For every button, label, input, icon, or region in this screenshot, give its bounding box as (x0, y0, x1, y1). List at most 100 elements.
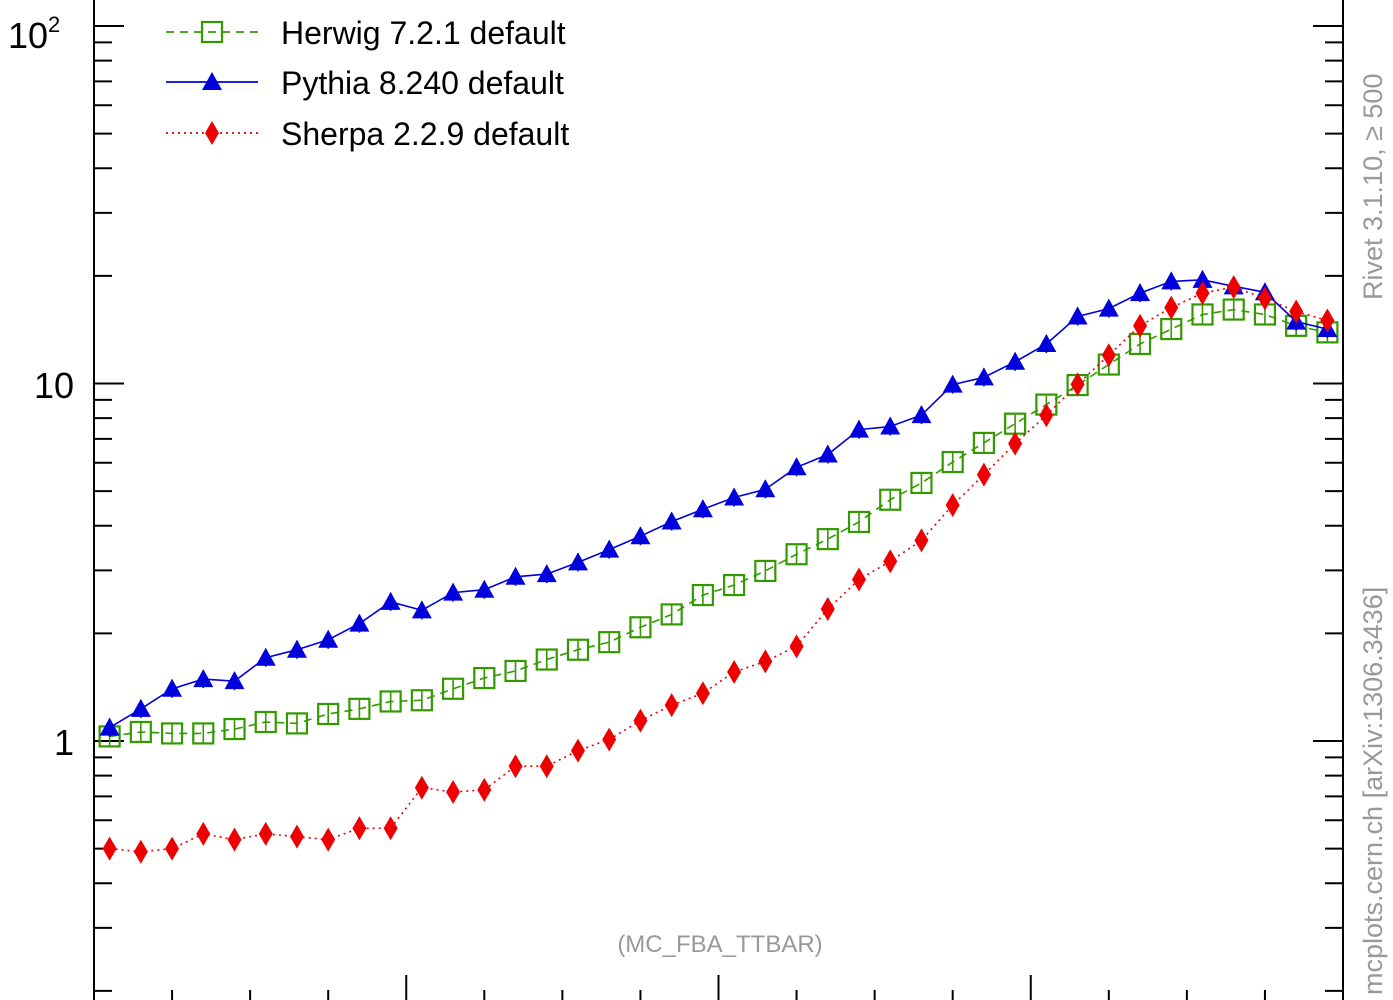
mcplots-source-label: mcplots.cern.ch [arXiv:1306.3436] (1358, 587, 1388, 995)
data-point (754, 559, 777, 583)
series-open-square (98, 298, 1339, 748)
data-point (849, 419, 870, 438)
data-point (286, 639, 307, 658)
data-point (1161, 271, 1182, 290)
data-point (254, 710, 277, 734)
data-point (1067, 306, 1088, 325)
data-point (539, 754, 554, 779)
data-point (318, 629, 339, 648)
legend-marker-2 (202, 72, 222, 90)
data-point (630, 526, 651, 545)
data-point (1192, 269, 1213, 288)
data-point (383, 816, 398, 841)
data-point (165, 836, 180, 861)
data-point (258, 821, 273, 846)
data-point (911, 405, 932, 424)
data-point (129, 720, 152, 744)
data-point (566, 638, 590, 661)
data-point (972, 431, 996, 455)
data-point (1101, 343, 1116, 368)
data-point (160, 722, 184, 745)
data-point (727, 659, 742, 684)
data-point (816, 528, 839, 551)
data-point (473, 666, 496, 690)
data-point (411, 600, 432, 619)
data-point (847, 510, 871, 534)
data-point (227, 827, 242, 852)
legend-label-3: Sherpa 2.2.9 default (281, 116, 569, 152)
data-point (193, 669, 214, 688)
data-point (477, 777, 492, 802)
data-point (380, 591, 401, 610)
data-point (162, 678, 183, 697)
data-point (755, 479, 776, 498)
data-point (691, 583, 714, 607)
series-filled-triangle (99, 269, 1338, 737)
data-point (567, 552, 588, 571)
data-point (724, 487, 745, 506)
data-point (102, 836, 117, 861)
data-point (879, 488, 902, 511)
y-axis-ticks (94, 25, 1343, 992)
series-line (109, 278, 1328, 729)
data-point (505, 566, 526, 585)
data-point (723, 573, 746, 597)
data-point (602, 727, 617, 752)
data-point (446, 780, 461, 805)
data-point (289, 824, 304, 849)
data-point (785, 543, 808, 566)
y-tick-label-10: 10 (34, 365, 74, 406)
data-point (474, 579, 495, 598)
data-point (410, 689, 433, 712)
data-point (599, 539, 620, 558)
data-point (196, 821, 211, 846)
data-point (133, 839, 148, 864)
data-point (789, 634, 804, 659)
data-point (349, 613, 370, 632)
data-point (910, 471, 933, 495)
series-line (109, 286, 1328, 853)
data-point (660, 603, 683, 626)
data-point (285, 712, 309, 735)
y-tick-label-100: 102 (8, 12, 60, 56)
series-line (109, 308, 1328, 738)
data-point (973, 367, 994, 386)
data-point (1070, 372, 1085, 397)
data-point (852, 567, 867, 592)
data-point (130, 698, 151, 717)
data-point (352, 816, 367, 841)
data-point (633, 708, 648, 733)
data-point (1195, 281, 1210, 306)
data-point (1130, 283, 1151, 302)
data-point (820, 597, 835, 622)
data-point (224, 671, 245, 690)
series-filled-diamond (102, 275, 1335, 864)
data-point (880, 416, 901, 435)
data-point (1257, 286, 1272, 311)
data-point (379, 690, 402, 713)
data-point (942, 374, 963, 393)
data-point (348, 697, 371, 720)
data-point (441, 677, 465, 700)
legend-marker-3 (205, 121, 219, 145)
x-axis-ticks (93, 975, 1344, 1000)
rivet-version-label: Rivet 3.1.10, ≥ 500 (1358, 74, 1388, 300)
data-point (1005, 351, 1026, 370)
data-point (914, 528, 929, 553)
data-point (317, 702, 340, 726)
data-point (535, 648, 558, 671)
data-point (692, 499, 713, 518)
data-point (536, 564, 557, 583)
data-point (504, 659, 527, 683)
data-point (941, 450, 964, 474)
data-point (945, 493, 960, 518)
data-point (976, 462, 991, 487)
data-point (1289, 299, 1304, 324)
data-point (598, 631, 621, 654)
data-point (192, 722, 215, 745)
data-point (695, 681, 710, 706)
legend-label-1: Herwig 7.2.1 default (281, 15, 566, 51)
data-point (1133, 313, 1148, 338)
data-point (629, 616, 652, 639)
